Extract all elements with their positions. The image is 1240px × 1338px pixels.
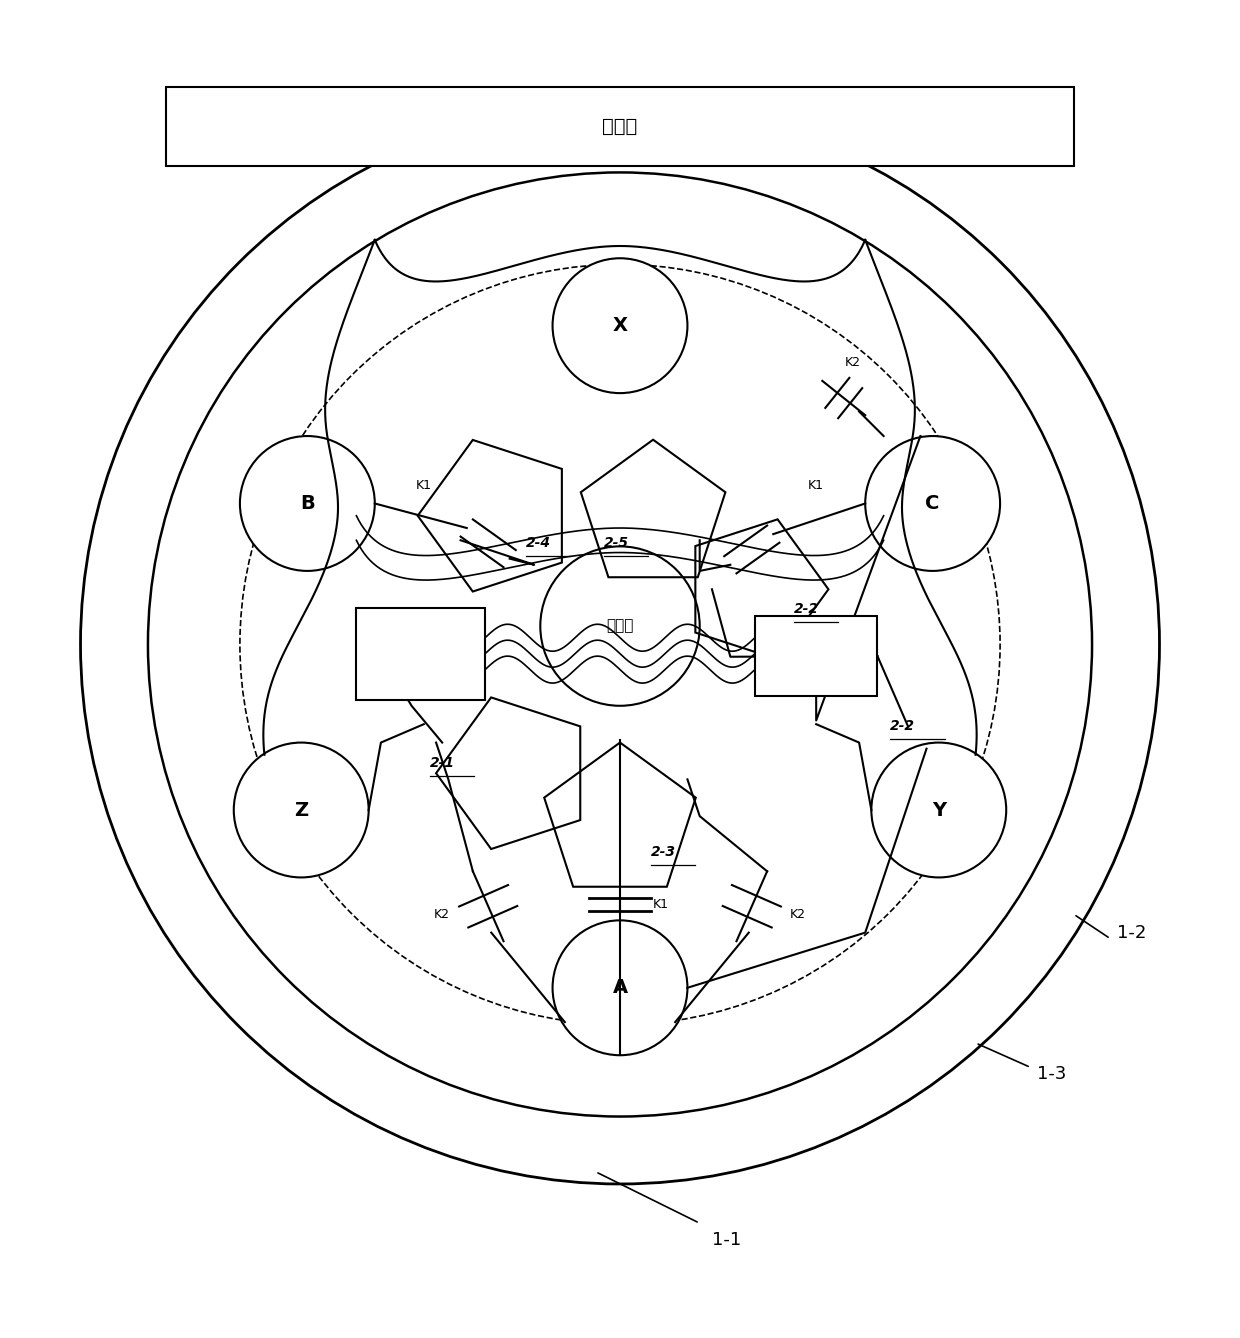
Text: K1: K1 (653, 898, 670, 911)
FancyBboxPatch shape (166, 87, 1074, 166)
Circle shape (148, 173, 1092, 1116)
Text: K2: K2 (844, 356, 861, 369)
Circle shape (81, 104, 1159, 1184)
Text: K2: K2 (434, 907, 450, 921)
Text: 2-2: 2-2 (890, 719, 915, 733)
Text: B: B (300, 494, 315, 512)
Circle shape (239, 436, 374, 571)
Text: A: A (613, 978, 627, 997)
Text: 2-1: 2-1 (430, 756, 455, 769)
Text: 2-5: 2-5 (604, 537, 629, 550)
Text: K1: K1 (808, 479, 825, 491)
FancyBboxPatch shape (755, 617, 878, 696)
Text: K1: K1 (415, 479, 432, 491)
Text: X: X (613, 316, 627, 336)
Text: Z: Z (294, 800, 309, 819)
Text: 2-3: 2-3 (651, 846, 676, 859)
Circle shape (866, 436, 1001, 571)
Text: 电机座: 电机座 (603, 116, 637, 136)
Text: Y: Y (931, 800, 946, 819)
Text: K2: K2 (790, 907, 806, 921)
Circle shape (234, 743, 368, 878)
Circle shape (553, 258, 687, 393)
Circle shape (239, 265, 1001, 1025)
Text: 1-2: 1-2 (1116, 923, 1146, 942)
Circle shape (541, 546, 699, 705)
Text: 1-1: 1-1 (712, 1231, 742, 1248)
Circle shape (872, 743, 1006, 878)
Text: 控制
器: 控制 器 (412, 637, 430, 670)
Circle shape (553, 921, 687, 1056)
Text: 2-4: 2-4 (526, 537, 551, 550)
Text: 1-3: 1-3 (1037, 1065, 1066, 1082)
Text: 2-2: 2-2 (794, 602, 820, 617)
Text: 接触器: 接触器 (802, 649, 830, 664)
Text: 电机轴: 电机轴 (606, 618, 634, 634)
FancyBboxPatch shape (356, 607, 485, 700)
Text: C: C (925, 494, 940, 512)
